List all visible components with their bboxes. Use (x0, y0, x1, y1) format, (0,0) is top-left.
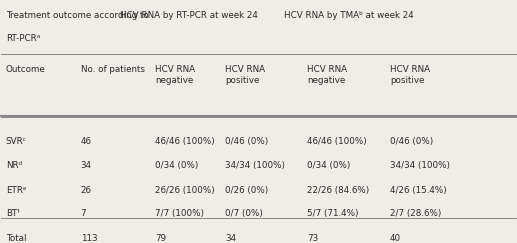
Text: 26/26 (100%): 26/26 (100%) (156, 186, 215, 195)
Text: HCV RNA by RT-PCR at week 24: HCV RNA by RT-PCR at week 24 (120, 11, 258, 20)
Text: HCV RNA
positive: HCV RNA positive (225, 64, 265, 85)
Text: 34: 34 (81, 161, 92, 170)
Text: 0/34 (0%): 0/34 (0%) (308, 161, 351, 170)
Text: HCV RNA
negative: HCV RNA negative (156, 64, 195, 85)
Text: 46: 46 (81, 138, 92, 147)
Text: HCV RNA by TMAᵇ at week 24: HCV RNA by TMAᵇ at week 24 (284, 11, 414, 20)
Text: HCV RNA
positive: HCV RNA positive (390, 64, 430, 85)
Text: 113: 113 (81, 234, 97, 243)
Text: NRᵈ: NRᵈ (6, 161, 22, 170)
Text: 5/7 (71.4%): 5/7 (71.4%) (308, 209, 359, 218)
Text: 79: 79 (156, 234, 166, 243)
Text: 2/7 (28.6%): 2/7 (28.6%) (390, 209, 442, 218)
Text: 46/46 (100%): 46/46 (100%) (308, 138, 367, 147)
Text: 7/7 (100%): 7/7 (100%) (156, 209, 204, 218)
Text: Outcome: Outcome (6, 64, 45, 74)
Text: 0/46 (0%): 0/46 (0%) (390, 138, 433, 147)
Text: 46/46 (100%): 46/46 (100%) (156, 138, 215, 147)
Text: 34: 34 (225, 234, 236, 243)
Text: No. of patients: No. of patients (81, 64, 145, 74)
Text: 34/34 (100%): 34/34 (100%) (225, 161, 285, 170)
Text: 34/34 (100%): 34/34 (100%) (390, 161, 450, 170)
Text: 0/34 (0%): 0/34 (0%) (156, 161, 199, 170)
Text: 4/26 (15.4%): 4/26 (15.4%) (390, 186, 447, 195)
Text: 40: 40 (390, 234, 401, 243)
Text: Treatment outcome according to: Treatment outcome according to (6, 11, 148, 20)
Text: 26: 26 (81, 186, 92, 195)
Text: 0/7 (0%): 0/7 (0%) (225, 209, 263, 218)
Text: 73: 73 (308, 234, 319, 243)
Text: 0/26 (0%): 0/26 (0%) (225, 186, 268, 195)
Text: SVRᶜ: SVRᶜ (6, 138, 27, 147)
Text: RT-PCRᵃ: RT-PCRᵃ (6, 34, 40, 43)
Text: BTᶠ: BTᶠ (6, 209, 20, 218)
Text: HCV RNA
negative: HCV RNA negative (308, 64, 347, 85)
Text: Total: Total (6, 234, 26, 243)
Text: 0/46 (0%): 0/46 (0%) (225, 138, 268, 147)
Text: 7: 7 (81, 209, 86, 218)
Text: 22/26 (84.6%): 22/26 (84.6%) (308, 186, 370, 195)
Text: ETRᵉ: ETRᵉ (6, 186, 26, 195)
